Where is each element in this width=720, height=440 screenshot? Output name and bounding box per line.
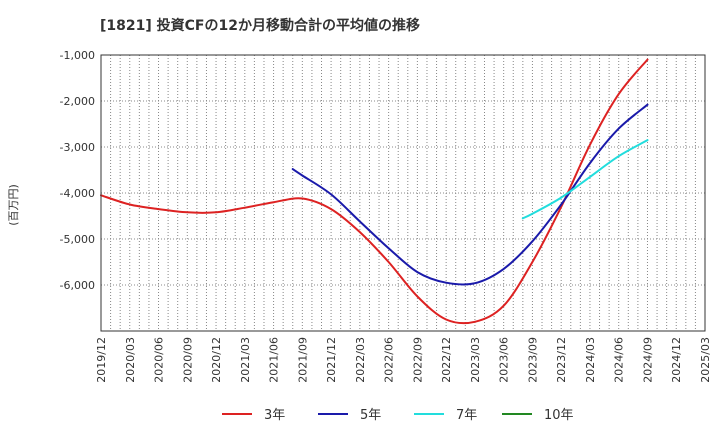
legend-label: 7年 — [456, 408, 477, 423]
y-tick-label: -3,000 — [60, 141, 95, 154]
legend-label: 10年 — [544, 408, 574, 423]
y-tick-label: -1,000 — [60, 49, 95, 62]
series-line-1 — [100, 58, 649, 325]
y-tick-label: -4,000 — [60, 187, 95, 200]
x-tick-label: 2021/03 — [239, 337, 252, 383]
series-line-2 — [291, 103, 649, 286]
gridlines — [101, 54, 705, 331]
x-tick-label: 2023/09 — [526, 337, 539, 383]
y-tick-label: -2,000 — [60, 95, 95, 108]
x-tick-label: 2025/03 — [699, 337, 712, 383]
series-line-3 — [521, 139, 649, 220]
x-tick-label: 2020/03 — [124, 337, 137, 383]
x-tick-label: 2021/12 — [325, 337, 338, 383]
x-tick-label: 2023/12 — [555, 337, 568, 383]
x-tick-label: 2024/06 — [613, 337, 626, 383]
x-tick-label: 2019/12 — [95, 337, 108, 383]
y-tick-labels: -1,000 -2,000 -3,000 -4,000 -5,000 -6,000 — [60, 49, 95, 292]
y-axis-label: (百万円) — [7, 184, 20, 226]
x-tick-label: 2024/12 — [670, 337, 683, 383]
x-tick-label: 2020/06 — [153, 337, 166, 383]
chart-title: [1821] 投資CFの12か月移動合計の平均値の推移 — [100, 17, 420, 34]
x-tick-label: 2020/09 — [181, 337, 194, 383]
x-tick-label: 2022/09 — [411, 337, 424, 383]
x-tick-label: 2024/09 — [641, 337, 654, 383]
x-tick-label: 2021/09 — [296, 337, 309, 383]
y-tick-label: -5,000 — [60, 233, 95, 246]
x-tick-label: 2022/06 — [383, 337, 396, 383]
x-tick-label: 2020/12 — [210, 337, 223, 383]
plot-frame — [100, 54, 706, 332]
x-tick-label: 2022/03 — [354, 337, 367, 383]
legend-label: 3年 — [264, 408, 285, 423]
x-tick-labels: 2019/12 2020/03 2020/06 2020/09 2020/12 2021/… — [95, 337, 712, 383]
x-tick-label: 2023/03 — [469, 337, 482, 383]
x-tick-label: 2021/06 — [268, 337, 281, 383]
series-lines — [100, 58, 649, 325]
x-tick-label: 2023/06 — [498, 337, 511, 383]
legend-label: 5年 — [360, 408, 381, 423]
x-tick-label: 2022/12 — [440, 337, 453, 383]
x-tick-label: 2024/03 — [584, 337, 597, 383]
y-tick-label: -6,000 — [60, 279, 95, 292]
legend: 3年 5年 7年 10年 — [222, 408, 574, 423]
